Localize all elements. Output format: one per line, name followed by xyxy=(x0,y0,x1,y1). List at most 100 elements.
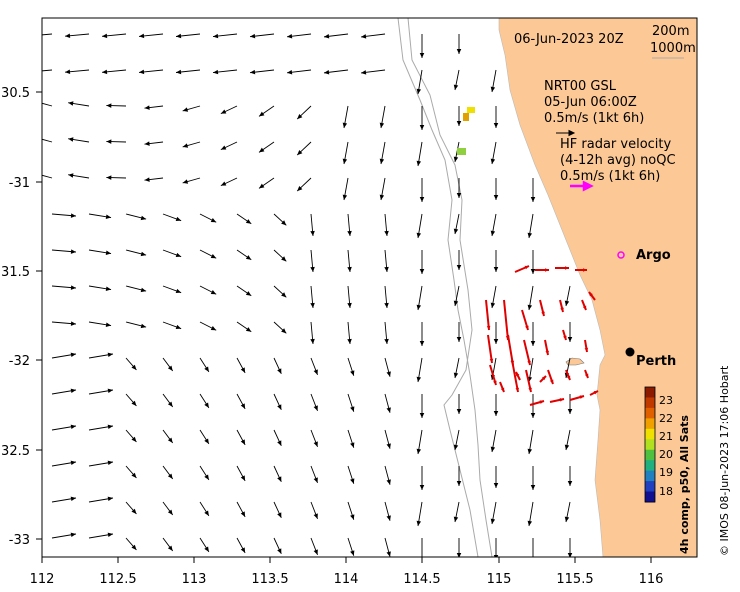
radar-arrow xyxy=(487,334,493,364)
x-tick-label: 114.5 xyxy=(403,572,440,587)
model-arrow-head xyxy=(176,69,182,75)
model-arrow-head xyxy=(105,322,112,327)
model-arrow-head xyxy=(493,123,499,128)
colorbar-segment xyxy=(645,449,655,461)
radar-arrow-head xyxy=(541,376,546,381)
model-legend-line-3: 0.5m/s (1kt 6h) xyxy=(544,111,644,126)
model-arrow-head xyxy=(350,442,355,448)
radar-arrow-head xyxy=(489,358,494,363)
colorbar-segment xyxy=(645,418,655,430)
colorbar-segment xyxy=(645,428,655,440)
model-arrow-head xyxy=(107,388,113,394)
radar-arrow-head xyxy=(579,395,584,399)
model-arrow-head xyxy=(350,370,355,376)
model-arrow-head xyxy=(453,156,459,162)
model-arrow-head xyxy=(30,171,35,175)
model-arrow-head xyxy=(490,86,496,92)
x-tick-label: 116 xyxy=(639,572,664,587)
radar-arrow-head xyxy=(527,360,531,365)
model-arrow-head xyxy=(140,215,147,221)
model-arrow-head xyxy=(107,496,113,502)
model-arrow-head xyxy=(342,158,348,164)
model-arrow-head xyxy=(453,372,459,378)
perth-label: Perth xyxy=(636,354,676,369)
model-arrow-head xyxy=(30,99,35,103)
model-arrow-head xyxy=(453,300,459,306)
model-arrow-head xyxy=(245,291,252,296)
model-arrow-head xyxy=(416,304,422,310)
colorbar-tick: 22 xyxy=(659,412,673,425)
model-arrow-head xyxy=(310,302,315,308)
model-arrow-head xyxy=(567,481,573,486)
model-arrow-head xyxy=(204,366,209,372)
model-arrow-head xyxy=(107,460,113,466)
model-arrow-head xyxy=(65,69,71,75)
model-arrow-head xyxy=(213,69,219,75)
argo-marker[interactable] xyxy=(617,251,625,259)
model-arrow-head xyxy=(107,352,113,358)
radar-arrow-head xyxy=(528,387,532,392)
colorbar-segment xyxy=(645,491,655,503)
model-arrow-head xyxy=(167,509,173,515)
radar-arrow-head xyxy=(525,325,529,330)
model-arrow-head xyxy=(297,150,303,156)
model-arrow-head xyxy=(259,111,265,117)
model-arrow-head xyxy=(175,252,182,258)
model-arrow-head xyxy=(324,34,330,39)
model-arrow-head xyxy=(347,266,352,272)
model-arrow-head xyxy=(531,557,536,562)
model-arrow-head xyxy=(386,515,391,521)
perth-marker[interactable] xyxy=(625,347,635,357)
model-arrow-head xyxy=(419,53,425,58)
model-arrow-head xyxy=(175,324,182,330)
model-arrow-head xyxy=(210,217,217,223)
model-arrow-head xyxy=(131,436,137,442)
model-arrow-head xyxy=(213,33,219,39)
radar-arrow-head xyxy=(565,266,569,270)
x-tick-label: 115.5 xyxy=(556,572,593,587)
model-arrow-head xyxy=(493,483,499,488)
model-arrow-head xyxy=(70,496,76,502)
colorbar-tick: 23 xyxy=(659,394,673,407)
model-arrow-head xyxy=(70,321,76,326)
model-arrow-head xyxy=(210,325,217,331)
model-arrow-head xyxy=(361,34,367,39)
radar-arrow-head xyxy=(545,350,549,355)
model-arrow-head xyxy=(384,338,389,344)
model-arrow-head xyxy=(139,33,145,39)
colorbar-segment xyxy=(645,470,655,482)
model-arrow-head xyxy=(106,175,112,180)
model-arrow-head xyxy=(527,304,533,310)
map-date: 06-Jun-2023 20Z xyxy=(514,32,624,47)
model-arrow-head xyxy=(245,327,252,332)
y-tick-label: -32 xyxy=(9,354,30,369)
colorbar-segment xyxy=(645,439,655,451)
model-arrow-head xyxy=(107,532,113,538)
model-arrow-head xyxy=(456,553,462,557)
model-arrow-head xyxy=(30,135,35,139)
model-arrow-head xyxy=(204,402,209,408)
y-tick-label: 30.5 xyxy=(1,86,30,101)
model-arrow-head xyxy=(416,520,422,526)
model-arrow-head xyxy=(313,549,318,555)
model-arrow-head xyxy=(106,139,112,144)
model-arrow-head xyxy=(281,328,287,334)
model-arrow-head xyxy=(567,337,573,342)
model-arrow-head xyxy=(65,33,71,39)
model-arrow-head xyxy=(310,266,315,272)
model-arrow-head xyxy=(416,88,422,94)
model-arrow-head xyxy=(220,181,227,186)
model-arrow-head xyxy=(361,70,367,75)
model-arrow-head xyxy=(419,485,425,490)
model-arrow-head xyxy=(250,33,256,39)
sst-colorbar: 23 22 21 20 19 18 4h comp, p50, All Sats xyxy=(644,386,691,554)
model-arrow-head xyxy=(456,121,462,126)
model-arrow-head xyxy=(456,481,462,486)
model-arrow-head xyxy=(347,338,352,344)
model-arrow-head xyxy=(102,33,108,39)
model-arrow-head xyxy=(70,213,76,218)
model-arrow-head xyxy=(297,186,303,192)
model-arrow-head xyxy=(105,250,112,255)
model-arrow-head xyxy=(68,101,74,106)
